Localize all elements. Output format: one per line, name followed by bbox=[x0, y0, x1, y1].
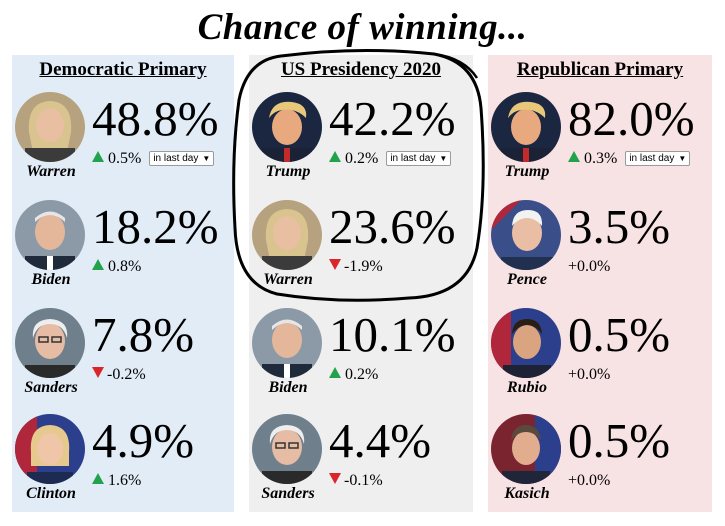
change-indicator: 0.5% in last day ▼ bbox=[92, 150, 215, 168]
change-value: 0.5% bbox=[108, 150, 142, 167]
candidate-row: Clinton 4.9% 1.6% bbox=[12, 413, 234, 520]
win-percentage: 23.6% bbox=[329, 199, 456, 254]
candidate-row: Trump 82.0% 0.3% in last day ▼ bbox=[488, 91, 712, 198]
period-select[interactable]: in last day ▼ bbox=[625, 151, 691, 166]
candidate-name: Biden bbox=[268, 379, 308, 396]
arrow-up-icon bbox=[92, 151, 104, 162]
change-value: 0.2% bbox=[345, 366, 379, 383]
candidate-row: Rubio 0.5% +0.0% bbox=[488, 307, 712, 414]
arrow-down-icon bbox=[329, 259, 341, 270]
candidate-name: Biden bbox=[31, 271, 71, 288]
candidate-name: Pence bbox=[507, 271, 547, 288]
column-us-presidency: US Presidency 2020 Trump 42.2% 0.2% in l… bbox=[249, 55, 473, 512]
avatar bbox=[491, 92, 561, 162]
arrow-up-icon bbox=[568, 151, 580, 162]
period-select[interactable]: in last day ▼ bbox=[386, 151, 452, 166]
change-indicator: -0.2% bbox=[92, 366, 146, 384]
change-value: 1.6% bbox=[108, 472, 142, 489]
period-select-value: in last day bbox=[629, 153, 675, 164]
candidate-row: Warren 48.8% 0.5% in last day ▼ bbox=[12, 91, 234, 198]
arrow-up-icon bbox=[329, 151, 341, 162]
win-percentage: 10.1% bbox=[329, 307, 456, 362]
candidate-name: Clinton bbox=[26, 485, 76, 502]
win-percentage: 0.5% bbox=[568, 307, 671, 362]
page-title: Chance of winning... bbox=[197, 7, 528, 48]
column-democratic-primary: Democratic Primary Warren 48.8% 0.5% in … bbox=[12, 55, 234, 512]
column-header[interactable]: US Presidency 2020 bbox=[280, 59, 442, 80]
candidate-row: Warren 23.6% -1.9% bbox=[249, 199, 473, 306]
avatar bbox=[15, 92, 85, 162]
change-indicator: 1.6% bbox=[92, 472, 141, 490]
change-indicator: +0.0% bbox=[568, 472, 610, 490]
candidate-row: Biden 18.2% 0.8% bbox=[12, 199, 234, 306]
win-percentage: 82.0% bbox=[568, 91, 695, 146]
candidate-row: Trump 42.2% 0.2% in last day ▼ bbox=[249, 91, 473, 198]
avatar bbox=[491, 414, 561, 484]
period-select-value: in last day bbox=[153, 153, 199, 164]
candidate-name: Trump bbox=[504, 163, 550, 180]
avatar bbox=[491, 200, 561, 270]
change-indicator: +0.0% bbox=[568, 258, 610, 276]
period-select-value: in last day bbox=[390, 153, 436, 164]
win-percentage: 0.5% bbox=[568, 413, 671, 468]
change-value: -0.1% bbox=[344, 472, 383, 489]
change-value: -0.2% bbox=[107, 366, 146, 383]
change-value: +0.0% bbox=[568, 472, 611, 489]
win-percentage: 48.8% bbox=[92, 91, 219, 146]
change-indicator: 0.8% bbox=[92, 258, 141, 276]
column-republican-primary: Republican Primary Trump 82.0% 0.3% in l… bbox=[488, 55, 712, 512]
avatar bbox=[15, 414, 85, 484]
change-indicator: 0.2% in last day ▼ bbox=[329, 150, 452, 168]
candidate-row: Kasich 0.5% +0.0% bbox=[488, 413, 712, 520]
candidate-row: Biden 10.1% 0.2% bbox=[249, 307, 473, 414]
candidate-name: Kasich bbox=[504, 485, 550, 502]
candidate-name: Warren bbox=[26, 163, 76, 180]
avatar bbox=[252, 92, 322, 162]
avatar bbox=[491, 308, 561, 378]
chevron-down-icon: ▼ bbox=[202, 154, 211, 163]
avatar bbox=[252, 308, 322, 378]
arrow-up-icon bbox=[92, 473, 104, 484]
candidate-name: Warren bbox=[263, 271, 313, 288]
win-percentage: 4.4% bbox=[329, 413, 432, 468]
win-percentage: 3.5% bbox=[568, 199, 671, 254]
candidate-row: Pence 3.5% +0.0% bbox=[488, 199, 712, 306]
column-header[interactable]: Democratic Primary bbox=[39, 59, 207, 80]
change-value: 0.2% bbox=[345, 150, 379, 167]
avatar bbox=[252, 200, 322, 270]
arrow-up-icon bbox=[329, 367, 341, 378]
highlight-circle-annotation bbox=[232, 48, 485, 302]
win-percentage: 4.9% bbox=[92, 413, 195, 468]
candidate-name: Rubio bbox=[506, 379, 547, 396]
candidate-name: Trump bbox=[265, 163, 311, 180]
change-value: -1.9% bbox=[344, 258, 383, 275]
avatar bbox=[15, 308, 85, 378]
change-value: 0.8% bbox=[108, 258, 142, 275]
avatar bbox=[15, 200, 85, 270]
change-indicator: +0.0% bbox=[568, 366, 610, 384]
change-indicator: -0.1% bbox=[329, 472, 383, 490]
change-indicator: 0.2% bbox=[329, 366, 378, 384]
period-select[interactable]: in last day ▼ bbox=[149, 151, 215, 166]
arrow-up-icon bbox=[92, 259, 104, 270]
change-value: +0.0% bbox=[568, 258, 611, 275]
win-percentage: 18.2% bbox=[92, 199, 219, 254]
chevron-down-icon: ▼ bbox=[439, 154, 448, 163]
change-value: +0.0% bbox=[568, 366, 611, 383]
candidate-row: Sanders 7.8% -0.2% bbox=[12, 307, 234, 414]
chevron-down-icon: ▼ bbox=[678, 154, 687, 163]
column-header[interactable]: Republican Primary bbox=[516, 59, 684, 80]
avatar bbox=[252, 414, 322, 484]
candidate-name: Sanders bbox=[24, 379, 78, 396]
change-value: 0.3% bbox=[584, 150, 618, 167]
arrow-down-icon bbox=[329, 473, 341, 484]
change-indicator: -1.9% bbox=[329, 258, 383, 276]
win-percentage: 7.8% bbox=[92, 307, 195, 362]
candidate-row: Sanders 4.4% -0.1% bbox=[249, 413, 473, 520]
win-percentage: 42.2% bbox=[329, 91, 456, 146]
arrow-down-icon bbox=[92, 367, 104, 378]
candidate-name: Sanders bbox=[261, 485, 315, 502]
change-indicator: 0.3% in last day ▼ bbox=[568, 150, 691, 168]
